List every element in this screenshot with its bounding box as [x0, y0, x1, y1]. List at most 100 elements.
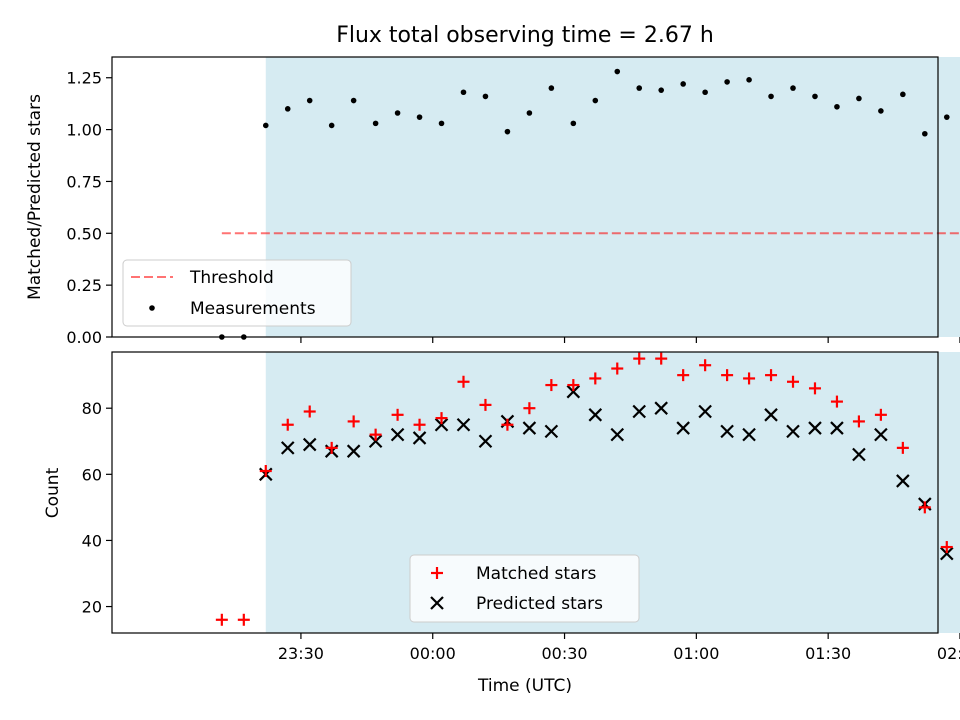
matched-star-marker: [787, 375, 800, 388]
predicted-star-marker: [808, 421, 822, 435]
matched-star-marker: [391, 408, 404, 421]
measurement-point: [394, 110, 401, 116]
matched-star-marker: [699, 359, 712, 372]
matched-legend-marker: [431, 567, 443, 579]
measurement-point: [416, 114, 423, 120]
predicted-star-marker: [720, 424, 734, 439]
matched-star-marker: [303, 405, 316, 418]
matched-star-marker: [215, 613, 228, 626]
matched-star-marker: [677, 369, 690, 382]
predicted-star-marker: [698, 404, 712, 419]
predicted-star-marker: [302, 437, 317, 452]
top-y-tick-label: 0.50: [66, 224, 102, 243]
predicted-star-marker: [764, 408, 778, 422]
predicted-star-marker: [852, 447, 866, 462]
bottom-x-ticks: 23:30 00:00 00:30 01:00 01:30 02:00: [278, 633, 960, 663]
measurement-point: [746, 77, 752, 83]
predicted-star-marker: [566, 384, 581, 399]
predicted-star-marker: [368, 434, 383, 449]
top-axes-frame: [111, 56, 939, 338]
top-shaded-span: [265, 57, 960, 337]
matched-star-marker: [435, 412, 448, 425]
predicted-star-marker: [280, 441, 295, 455]
bottom-y-ticks: 20 40 60 80: [82, 399, 112, 617]
predicted-star-marker: [874, 427, 888, 442]
matched-star-marker: [523, 402, 536, 415]
measurement-point: [768, 93, 774, 100]
measurement-point: [306, 97, 313, 104]
bottom-y-tick-label: 60: [82, 465, 102, 484]
x-tick-label: 01:00: [673, 644, 719, 663]
predicted-star-marker: [676, 421, 690, 435]
measurement-point: [922, 130, 928, 137]
measurement-point: [658, 87, 665, 93]
measurement-point: [284, 106, 291, 112]
bottom-legend: Matched stars Predicted stars: [409, 554, 640, 623]
top-panel: 0.00 0.25 0.50 0.75 1.00 1.25 Matched/Predict…: [25, 56, 960, 347]
measurement-point: [900, 91, 906, 98]
measurement-point: [702, 89, 708, 96]
matched-star-marker: [281, 418, 294, 431]
top-y-tick-label: 0.75: [66, 172, 102, 191]
matched-star-marker: [259, 465, 272, 478]
predicted-legend-label: Predicted stars: [476, 594, 603, 614]
bottom-axes-frame: [111, 351, 939, 634]
measurement-point: [812, 93, 818, 100]
measurement-point: [372, 120, 379, 127]
predicted-star-marker: [610, 427, 625, 442]
matched-star-marker: [347, 415, 360, 428]
measurement-point: [548, 85, 555, 91]
bottom-legend-box: [409, 554, 640, 623]
predicted-legend-marker: [430, 596, 444, 610]
matched-star-marker: [589, 372, 602, 385]
measurement-point: [834, 103, 840, 110]
predicted-star-marker: [522, 421, 537, 435]
bottom-y-tick-label: 20: [82, 598, 102, 617]
predicted-star-marker: [478, 434, 493, 449]
predicted-star-marker: [346, 444, 361, 458]
predicted-star-marker: [412, 431, 427, 445]
bottom-y-tick-label: 80: [82, 399, 102, 418]
matched-star-marker: [852, 415, 865, 428]
measurement-point: [856, 95, 862, 102]
x-tick-label: 23:30: [278, 644, 324, 663]
count-points: [215, 352, 954, 626]
x-tick-label: 00:30: [541, 644, 587, 663]
matched-star-marker: [896, 441, 909, 454]
measurement-point: [614, 68, 621, 75]
x-tick-label: 02:00: [937, 644, 960, 663]
top-y-tick-label: 1.00: [66, 121, 102, 140]
predicted-star-marker: [588, 408, 603, 422]
threshold-legend-label: Threshold: [189, 268, 274, 288]
matched-star-marker: [874, 408, 887, 421]
chart-title: Flux total observing time = 2.67 h: [336, 23, 714, 48]
predicted-star-marker: [940, 546, 954, 561]
top-y-tick-label: 0.25: [66, 276, 102, 295]
top-y-axis-label: Matched/Predicted stars: [25, 94, 45, 300]
matched-star-marker: [611, 362, 624, 375]
matched-star-marker: [369, 428, 382, 441]
matched-star-marker: [545, 379, 558, 392]
matched-star-marker: [743, 372, 756, 385]
matched-legend-label: Matched stars: [476, 564, 596, 584]
top-y-tick-label: 0.00: [66, 328, 102, 347]
predicted-star-marker: [654, 401, 668, 415]
matched-star-marker: [325, 441, 338, 454]
x-tick-label: 00:00: [410, 644, 456, 663]
x-tick-label: 01:30: [805, 644, 851, 663]
predicted-star-marker: [742, 427, 756, 442]
top-legend: Threshold Measurements: [122, 259, 352, 327]
matched-star-marker: [413, 418, 426, 431]
bottom-y-tick-label: 40: [82, 531, 102, 550]
matched-star-marker: [633, 352, 646, 365]
predicted-star-marker: [390, 427, 405, 442]
measurement-point: [592, 97, 599, 104]
matched-star-marker: [479, 398, 492, 411]
measurements-legend-marker: [149, 305, 155, 311]
predicted-star-marker: [632, 404, 647, 419]
x-axis-label: Time (UTC): [477, 676, 572, 696]
measurement-point: [570, 120, 577, 127]
matched-star-marker: [501, 418, 514, 431]
